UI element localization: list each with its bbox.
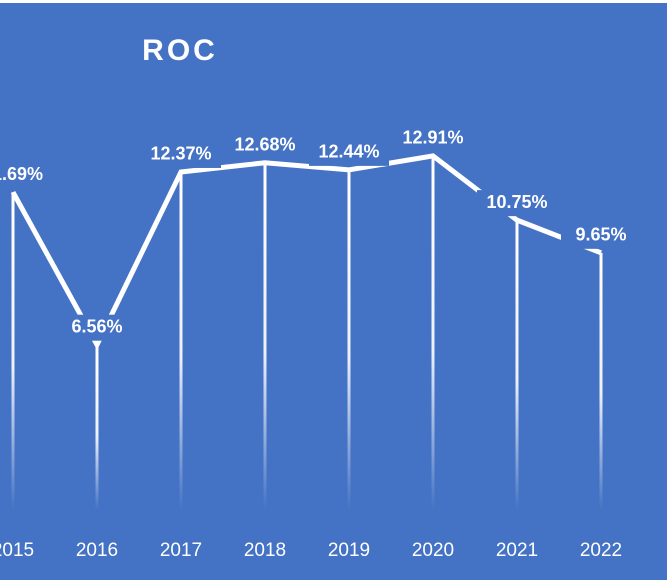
label-background [57,314,137,341]
data-label: 12.44% [318,142,379,162]
data-label: 6.56% [71,316,122,336]
drop-line [11,192,15,510]
x-tick-label: 2016 [76,540,118,561]
label-background [225,132,305,159]
x-tick-label: 2018 [244,540,286,561]
data-label: 10.75% [486,192,547,212]
data-label: 12.91% [402,128,463,148]
drop-line [95,344,99,510]
label-background [141,141,221,168]
chart-title: ROC [142,34,218,67]
label-background [561,222,641,249]
drop-line [599,252,603,510]
x-tick-label: 2021 [496,540,538,561]
label-background [0,162,53,189]
chart-background [0,3,667,580]
x-tick-label: 2017 [160,540,202,561]
drop-line [515,220,519,510]
label-background [477,190,557,217]
x-tick-label: 2022 [580,540,622,561]
drop-line [179,171,183,510]
drop-line [431,155,435,510]
x-tick-label: 2020 [412,540,454,561]
x-tick-label: 2019 [328,540,370,561]
x-tick-label: 2015 [0,540,34,561]
label-background [393,125,473,152]
data-label: 12.37% [150,144,211,164]
drop-line [347,169,351,510]
data-label: 12.68% [234,134,295,154]
data-label: 9.65% [575,225,626,245]
data-label: 11.69% [0,164,43,184]
drop-line [263,162,267,510]
label-background [309,139,389,166]
